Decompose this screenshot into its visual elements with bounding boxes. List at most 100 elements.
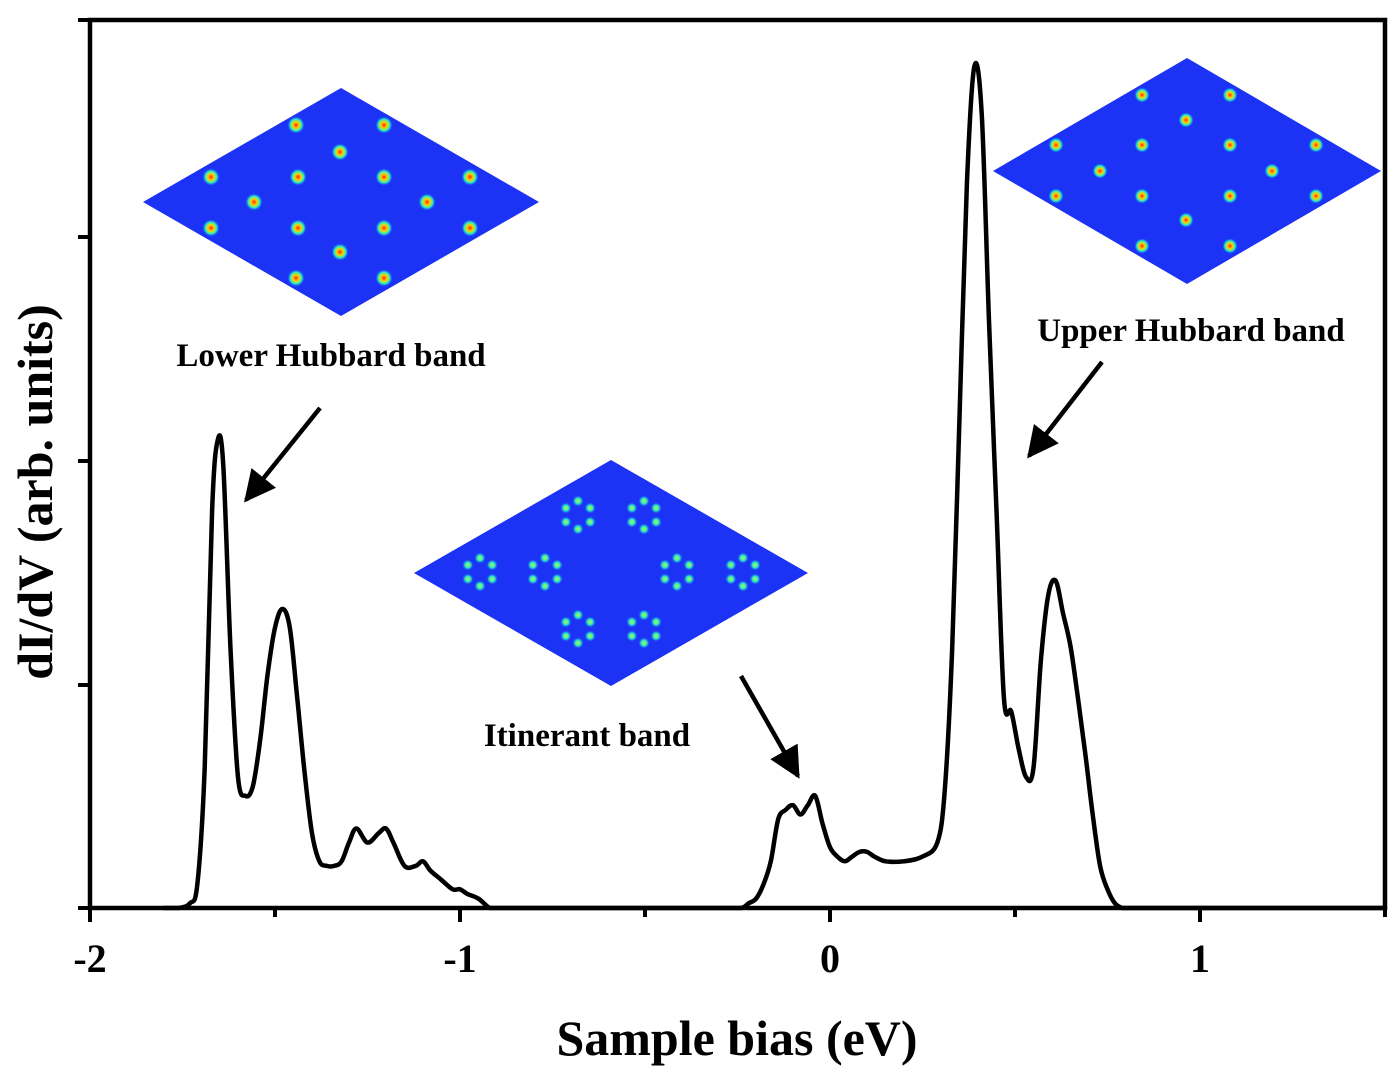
x-tick-label: 0 [820,936,840,981]
y-axis-title: dI/dV (arb. units) [7,304,63,680]
density-spot [287,116,305,134]
density-ring-spot [737,552,749,564]
density-ring-spot [474,580,486,592]
density-spot [375,219,393,237]
density-spot [1222,137,1238,153]
upper-hubbard-band-density-map [993,58,1381,284]
y-axis-ticks [78,18,90,910]
density-ring-spot [724,573,737,585]
density-spot [287,269,305,287]
density-spot [289,219,307,237]
density-ring-spot [650,616,663,628]
density-spot [245,193,263,211]
density-spot [1264,163,1280,179]
density-ring-spot [638,609,650,621]
density-spot [1308,188,1324,204]
density-spot [461,168,479,186]
density-ring-spot [539,552,551,564]
density-ring-spot [526,559,539,571]
density-ring-spot [638,637,650,649]
density-ring-spot [737,580,749,592]
density-spot [1092,163,1108,179]
density-ring-spot [671,580,683,592]
density-ring-spot [625,616,638,628]
density-ring-spot [559,616,572,628]
x-tick-label: 1 [1190,936,1210,981]
density-ring-spot [486,573,499,585]
density-ring-spot [658,559,671,571]
density-spot [375,269,393,287]
itinerant-band-arrow [739,674,800,779]
lower-hubbard-band-label: Lower Hubbard band [176,338,485,374]
density-spot [331,243,349,261]
density-spot [1134,137,1150,153]
density-ring-spot [572,495,584,507]
density-ring-spot [572,637,584,649]
upper-hubbard-band-label: Upper Hubbard band [1037,313,1345,349]
density-spot [1134,238,1150,254]
lower-hubbard-band-density-map [143,88,539,316]
density-ring-spot [625,502,638,514]
density-ring-spot [559,502,572,514]
density-ring-spot [486,559,499,571]
upper-hubbard-band-arrow [1027,360,1104,459]
density-ring-spot [584,502,597,514]
density-ring-spot [551,573,564,585]
itinerant-band-label: Itinerant band [484,718,690,754]
density-ring-spot [539,580,551,592]
x-axis-ticks: -2 -1 0 1 [73,908,1387,981]
density-spot [1048,188,1064,204]
density-spot [1134,188,1150,204]
density-ring-spot [584,616,597,628]
lower-hubbard-band-arrow [244,406,322,503]
density-ring-spot [749,573,762,585]
density-ring-spot [638,495,650,507]
density-ring-spot [683,559,696,571]
density-spot [1178,212,1194,228]
density-spot [1134,87,1150,103]
density-ring-spot [650,502,663,514]
density-spot [1222,87,1238,103]
density-ring-spot [461,559,474,571]
density-spot [331,143,349,161]
density-ring-spot [572,523,584,535]
density-spot [1178,112,1194,128]
x-axis-title: Sample bias (eV) [556,1010,917,1066]
density-ring-spot [584,630,597,642]
density-ring-spot [625,516,638,528]
density-ring-spot [551,559,564,571]
density-ring-spot [671,552,683,564]
density-ring-spot [650,630,663,642]
density-ring-spot [650,516,663,528]
density-spot [375,116,393,134]
itinerant-band-density-map [414,460,808,686]
density-spot [1222,188,1238,204]
density-spot [289,168,307,186]
density-ring-spot [474,552,486,564]
density-ring-spot [658,573,671,585]
density-ring-spot [625,630,638,642]
density-ring-spot [559,630,572,642]
density-ring-spot [584,516,597,528]
density-ring-spot [638,523,650,535]
density-spot [375,168,393,186]
density-spot [202,168,220,186]
density-ring-spot [526,573,539,585]
x-tick-label: -1 [443,936,476,981]
density-spot [202,219,220,237]
density-spot [418,193,436,211]
density-spot [461,219,479,237]
x-tick-label: -2 [73,936,106,981]
density-ring-spot [461,573,474,585]
density-ring-spot [683,573,696,585]
density-spot [1222,238,1238,254]
density-ring-spot [724,559,737,571]
density-spot [1048,137,1064,153]
dos-curve [161,60,1388,911]
density-ring-spot [749,559,762,571]
charge-density-insets [143,58,1381,686]
density-ring-spot [559,516,572,528]
density-ring-spot [572,609,584,621]
